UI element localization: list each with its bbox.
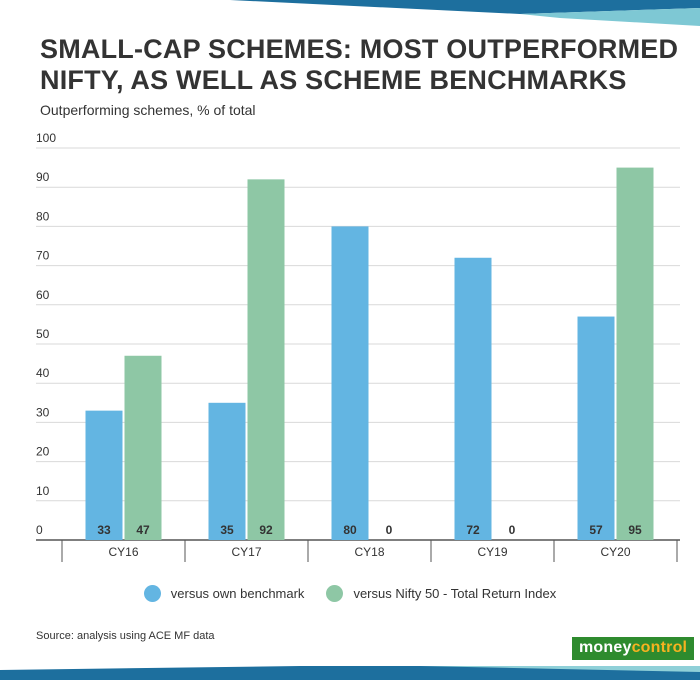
y-tick-label-70: 70 [36,249,50,263]
data-label-CY18-series-2: 0 [386,523,393,537]
bar-CY17-series-1 [208,402,246,540]
bar-CY20-series-2 [616,167,654,540]
x-tick-label-CY20: CY20 [600,545,630,559]
y-tick-label-20: 20 [36,445,50,459]
data-label-CY19-series-1: 72 [466,523,480,537]
data-label-CY19-series-2: 0 [509,523,516,537]
x-tick-label-CY16: CY16 [108,545,138,559]
y-tick-label-50: 50 [36,327,50,341]
chart-title-line-2: NIFTY, AS WELL AS SCHEME BENCHMARKS [40,65,627,95]
data-label-CY16-series-2: 47 [136,523,150,537]
legend-item-series-2: versus Nifty 50 - Total Return Index [326,585,556,602]
x-tick-label-CY18: CY18 [354,545,384,559]
legend-label-series-2: versus Nifty 50 - Total Return Index [353,586,557,601]
data-label-CY20-series-1: 57 [589,523,603,537]
logo-part-money: money [579,639,632,656]
y-tick-label-60: 60 [36,288,50,302]
top-bar-dark-stripe [230,0,700,14]
y-tick-label-100: 100 [36,131,56,145]
legend-item-series-1: versus own benchmark [143,585,305,602]
y-tick-label-30: 30 [36,405,50,419]
data-label-CY18-series-1: 80 [343,523,357,537]
legend-label-series-1: versus own benchmark [170,586,305,601]
chart-title: SMALL-CAP SCHEMES: MOST OUTPERFORMED NIF… [40,34,690,96]
y-tick-label-90: 90 [36,170,50,184]
logo-part-control: control [631,639,688,656]
bottom-decorative-bar [0,666,700,680]
data-label-CY17-series-1: 35 [220,523,234,537]
legend-swatch-series-1 [143,585,161,602]
data-label-CY17-series-2: 92 [259,523,273,537]
data-label-CY20-series-2: 95 [628,523,642,537]
x-tick-label-CY19: CY19 [477,545,507,559]
bar-CY16-series-1 [85,410,123,540]
bar-CY18-series-1 [331,226,369,540]
chart-subtitle: Outperforming schemes, % of total [40,102,256,118]
chart-legend: versus own benchmark versus Nifty 50 - T… [0,585,700,602]
bar-CY17-series-2 [247,179,285,541]
bottom-bar-light-stripe [420,666,700,672]
x-tick-label-CY17: CY17 [231,545,261,559]
bar-CY19-series-1 [454,257,492,540]
moneycontrol-logo: moneycontrol [572,637,695,660]
bar-CY20-series-1 [577,316,615,540]
bar-CY16-series-2 [124,355,162,540]
legend-swatch-series-2 [326,585,344,602]
y-tick-label-0: 0 [36,523,43,537]
source-note: Source: analysis using ACE MF data [36,630,215,642]
top-bar-light-stripe [520,8,700,26]
data-label-CY16-series-1: 33 [97,523,111,537]
y-tick-label-80: 80 [36,209,50,223]
chart-title-line-1: SMALL-CAP SCHEMES: MOST OUTPERFORMED [40,34,679,64]
bar-chart: 0 10 20 30 40 50 60 70 80 90 100 33 47 CY16 35 92 CY17 80… [36,131,680,562]
top-decorative-bar [230,0,700,26]
bottom-bar-dark-stripe [0,666,700,680]
y-tick-label-10: 10 [36,484,50,498]
y-tick-label-40: 40 [36,366,50,380]
